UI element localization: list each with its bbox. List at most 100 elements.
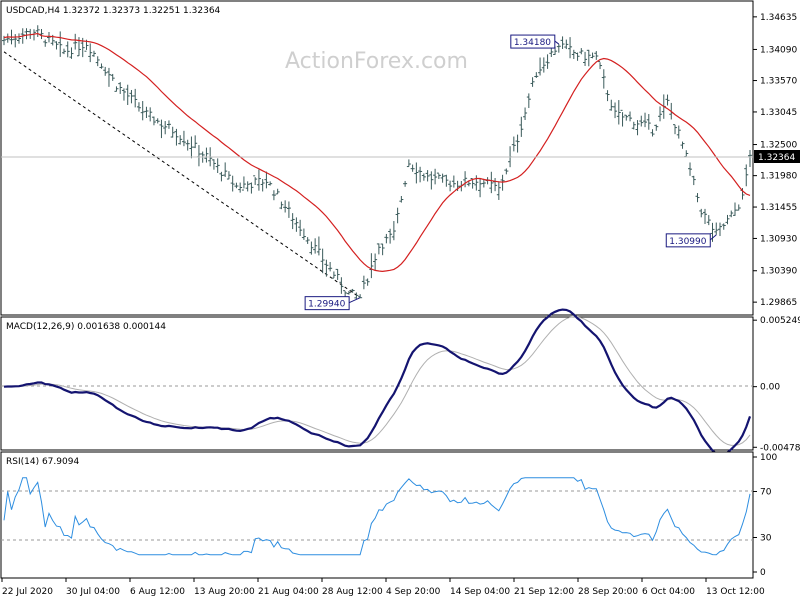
ohlc-bar xyxy=(575,52,580,61)
ohlc-bar xyxy=(549,47,554,57)
moving-average-line xyxy=(3,32,751,273)
ohlc-bar xyxy=(391,221,396,241)
ohlc-bar xyxy=(234,182,239,189)
ohlc-bar xyxy=(110,73,115,81)
ohlc-bar xyxy=(545,54,550,69)
ohlc-bar xyxy=(271,190,276,201)
ohlc-bar xyxy=(43,39,48,47)
ohlc-bar xyxy=(609,99,614,111)
price-panel: USDCAD,H4 1.32372 1.32373 1.32251 1.3236… xyxy=(0,0,800,316)
ohlc-bar xyxy=(140,101,145,121)
annotation-label: 1.30990 xyxy=(669,237,706,247)
ohlc-bar xyxy=(245,181,250,192)
ohlc-bar xyxy=(181,130,186,147)
ohlc-bar xyxy=(650,129,655,137)
ohlc-bar xyxy=(204,147,209,163)
ohlc-bar xyxy=(399,196,404,203)
ohlc-bar xyxy=(568,37,573,59)
ohlc-bar xyxy=(466,181,471,187)
ohlc-bar xyxy=(136,102,141,112)
ohlc-bar xyxy=(564,39,569,50)
ohlc-bar xyxy=(114,86,119,92)
price-tick-label: 1.30390 xyxy=(760,267,797,277)
ohlc-bar xyxy=(519,116,524,137)
ohlc-bar xyxy=(718,222,723,237)
ohlc-bar xyxy=(151,116,156,126)
ohlc-bar xyxy=(73,33,78,50)
ohlc-bar xyxy=(320,248,325,274)
price-panel-frame xyxy=(0,0,754,316)
ohlc-bar xyxy=(129,89,134,104)
ohlc-bar xyxy=(613,102,618,119)
rsi-tick-label: 70 xyxy=(760,488,772,498)
ohlc-bar xyxy=(118,82,123,94)
ohlc-bar xyxy=(388,228,393,244)
ohlc-bar xyxy=(95,56,100,67)
ohlc-bar xyxy=(639,115,644,127)
ohlc-bar xyxy=(189,136,194,159)
ohlc-bar xyxy=(69,47,74,59)
ohlc-bar xyxy=(328,261,333,272)
ohlc-bar xyxy=(721,223,726,230)
ohlc-bar xyxy=(654,124,659,131)
ohlc-bar xyxy=(305,237,310,244)
current-price-label: 1.32364 xyxy=(758,153,795,163)
annotation-label: 1.29940 xyxy=(308,300,345,310)
ohlc-bar xyxy=(714,222,719,235)
ohlc-bar xyxy=(429,171,434,190)
ohlc-bar xyxy=(13,34,18,48)
ohlc-bar xyxy=(88,43,93,63)
ohlc-bar xyxy=(605,90,610,102)
ohlc-bar xyxy=(748,149,752,167)
ohlc-bar xyxy=(339,277,344,294)
ohlc-bar xyxy=(631,121,636,130)
ohlc-bar xyxy=(346,291,351,295)
macd-panel: MACD(12,26,9) 0.001638 0.000144 0.005249… xyxy=(0,308,800,456)
ohlc-bar xyxy=(238,182,243,193)
ohlc-bar xyxy=(163,121,168,135)
x-tick-label: 28 Sep 20:00 xyxy=(578,587,638,597)
ohlc-bar xyxy=(358,294,363,299)
ohlc-bar xyxy=(433,168,438,185)
x-tick-label: 21 Sep 12:00 xyxy=(514,587,574,597)
ohlc-bar xyxy=(166,120,171,129)
macd-main-line xyxy=(3,308,752,456)
ohlc-bar xyxy=(226,171,231,180)
ohlc-bar xyxy=(421,173,426,181)
ohlc-bar xyxy=(556,44,561,53)
ohlc-bar xyxy=(121,88,126,101)
ohlc-bar xyxy=(230,175,235,192)
rsi-tick-label: 0 xyxy=(760,568,766,578)
ohlc-bar xyxy=(253,175,258,185)
ohlc-bars xyxy=(2,25,752,300)
ohlc-bar xyxy=(691,175,696,186)
ohlc-bar xyxy=(211,159,216,170)
ohlc-bar xyxy=(35,25,40,37)
ohlc-bar xyxy=(541,57,546,73)
symbol-line: USDCAD,H4 1.32372 1.32373 1.32251 1.3236… xyxy=(6,6,221,16)
ohlc-bar xyxy=(24,28,29,40)
ohlc-bar xyxy=(425,170,430,182)
ohlc-bar xyxy=(511,136,516,152)
ohlc-bar xyxy=(463,171,468,188)
annotation-leader xyxy=(709,234,717,241)
ohlc-bar xyxy=(406,159,411,168)
rsi-y-axis: 100 70 30 0 xyxy=(753,453,777,578)
ohlc-bar xyxy=(256,169,261,191)
ohlc-bar xyxy=(560,36,565,49)
ohlc-bar xyxy=(744,164,749,187)
ohlc-bar xyxy=(729,210,734,218)
ohlc-bar xyxy=(474,175,479,191)
ohlc-bar xyxy=(91,50,96,57)
ohlc-bar xyxy=(643,112,648,128)
ohlc-bar xyxy=(279,201,284,210)
ohlc-bar xyxy=(178,135,183,145)
ohlc-bar xyxy=(309,241,314,255)
ohlc-bar xyxy=(646,114,651,130)
ohlc-bar xyxy=(410,164,415,172)
rsi-tick-label: 100 xyxy=(760,453,777,463)
ohlc-bar xyxy=(725,214,730,225)
ohlc-bar xyxy=(5,33,10,43)
ohlc-bar xyxy=(219,171,224,182)
price-tick-label: 1.33045 xyxy=(760,108,797,118)
